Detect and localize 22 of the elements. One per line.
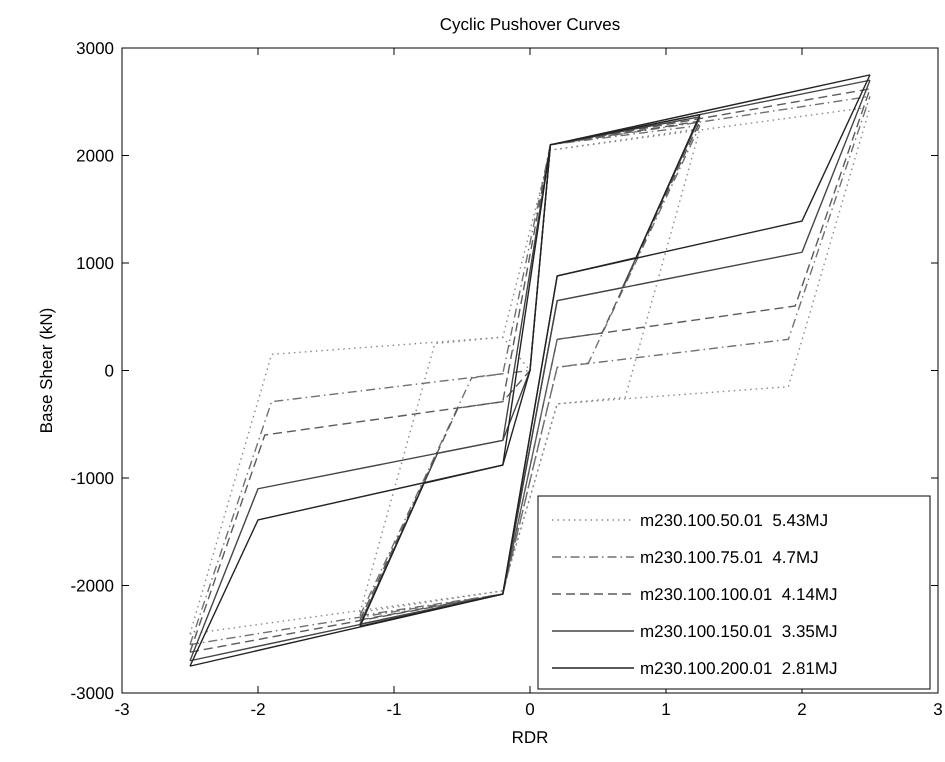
y-tick-label: -2000: [70, 576, 114, 596]
legend-label: m230.100.50.01 5.43MJ: [640, 511, 828, 530]
y-tick-label: -1000: [70, 469, 114, 488]
legend-label: m230.100.150.01 3.35MJ: [640, 622, 838, 641]
y-axis-title: Base Shear (kN): [37, 308, 56, 434]
x-tick-label: 3: [933, 700, 943, 719]
chart-title: Cyclic Pushover Curves: [440, 15, 620, 34]
x-tick-label: -3: [114, 700, 130, 719]
x-tick-label: 0: [525, 700, 535, 719]
y-tick-label: -3000: [70, 684, 114, 703]
legend-label: m230.100.200.01 2.81MJ: [640, 659, 838, 678]
y-tick-label: 1000: [76, 254, 114, 273]
y-tick-label: 2000: [76, 146, 114, 166]
y-tick-label: 0: [104, 362, 114, 380]
y-tick-label: 3000: [76, 39, 114, 58]
legend-label: m230.100.100.01 4.14MJ: [640, 585, 838, 604]
x-tick-label: 1: [661, 700, 671, 719]
x-tick-label: -2: [250, 700, 266, 719]
legend-label: m230.100.75.01 4.7MJ: [640, 548, 819, 567]
x-tick-label: 2: [797, 700, 807, 719]
x-tick-label: -1: [386, 700, 402, 719]
x-axis-title: RDR: [512, 728, 548, 747]
